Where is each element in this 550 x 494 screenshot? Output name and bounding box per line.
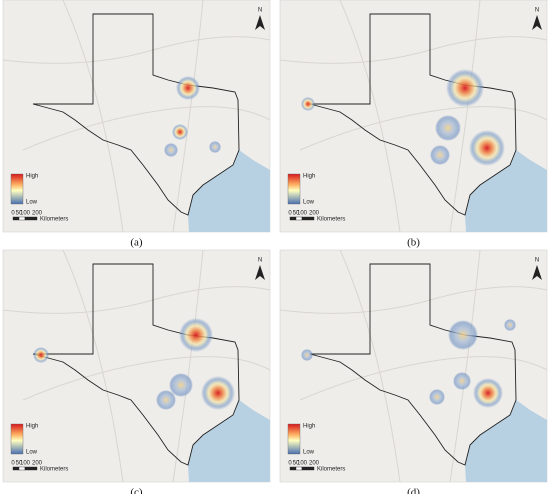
hotspot (453, 372, 471, 390)
hotspot (209, 141, 221, 153)
road (339, 0, 401, 233)
hotspot (176, 76, 200, 100)
scale-tick-label: 200 (309, 211, 320, 217)
hotspot (172, 124, 188, 140)
scale-segment (295, 466, 303, 471)
road (172, 0, 204, 233)
scale-tick-label: 0 (11, 461, 15, 467)
hotspot (504, 319, 516, 331)
scale-tick-label: 0 (11, 211, 15, 217)
scale-segment (289, 216, 297, 221)
scale-tick-label: 200 (309, 461, 320, 467)
scale-segment (289, 466, 297, 471)
hotspot (429, 389, 445, 405)
road (299, 106, 548, 151)
north-label: N (258, 8, 262, 14)
scale-tick-label: 0 (288, 461, 292, 467)
scale-segment (301, 466, 315, 471)
gulf-water (188, 150, 270, 232)
hotspot (201, 376, 235, 410)
road (299, 356, 548, 401)
hotspot (473, 378, 503, 408)
scale-tick-label: 100 (20, 461, 31, 467)
scale-segment (18, 466, 26, 471)
legend-bar (10, 423, 24, 455)
scale-tick-label: 0 (288, 211, 292, 217)
legend-bar (10, 173, 24, 205)
hotspot (156, 390, 176, 410)
panel-caption: (b) (407, 237, 420, 249)
gulf-water (188, 400, 270, 482)
scale-tick-label: 100 (297, 461, 308, 467)
panel-caption: (d) (407, 487, 420, 494)
gulf-water (465, 150, 547, 232)
hotspot (164, 143, 178, 157)
scale-segment (24, 466, 38, 471)
legend-bar (287, 173, 301, 205)
road (449, 0, 481, 233)
scale-unit: Kilometers (40, 467, 68, 473)
scale-tick-label: 200 (32, 211, 43, 217)
scale-tick-label: 100 (297, 211, 308, 217)
legend-low: Low (303, 200, 315, 206)
legend-low: Low (303, 450, 315, 456)
legend-bar (287, 423, 301, 455)
road (172, 249, 204, 483)
hotspot (446, 69, 484, 107)
panel-caption: (c) (130, 487, 143, 494)
hotspot (33, 347, 49, 363)
road (62, 0, 124, 233)
scale-segment (301, 216, 315, 221)
texas-outline (32, 13, 240, 216)
scale-segment (295, 216, 303, 221)
scale-segment (18, 216, 26, 221)
scale-unit: Kilometers (40, 217, 68, 223)
legend-high: High (26, 174, 38, 180)
north-arrow (255, 15, 265, 30)
hotspot (435, 115, 461, 141)
road (449, 249, 481, 483)
scale-segment (24, 216, 38, 221)
legend-low: Low (26, 200, 38, 206)
scale-tick-label: 50 (16, 211, 23, 217)
hotspot (469, 130, 505, 166)
scale-tick-label: 50 (293, 461, 300, 467)
legend-high: High (26, 424, 38, 430)
legend-high: High (303, 174, 315, 180)
hotspot (169, 373, 193, 397)
north-label: N (535, 8, 539, 14)
hotspot (301, 349, 313, 361)
scale-tick-label: 100 (20, 211, 31, 217)
scale-tick-label: 50 (293, 211, 300, 217)
scale-unit: Kilometers (317, 467, 345, 473)
scale-unit: Kilometers (317, 217, 345, 223)
north-label: N (258, 258, 262, 264)
legend-high: High (303, 424, 315, 430)
north-arrow (255, 265, 265, 280)
legend-low: Low (26, 450, 38, 456)
road (62, 249, 124, 483)
scale-tick-label: 200 (32, 461, 43, 467)
panel-caption: (a) (130, 237, 143, 249)
gulf-water (465, 400, 547, 482)
hotspot (430, 145, 450, 165)
hotspot (448, 320, 478, 350)
road (339, 249, 401, 483)
scale-tick-label: 50 (16, 461, 23, 467)
scale-segment (12, 466, 20, 471)
north-arrow (532, 265, 542, 280)
north-label: N (535, 258, 539, 264)
road (22, 106, 271, 151)
hotspot (179, 318, 213, 352)
hotspot (301, 97, 315, 111)
scale-segment (12, 216, 20, 221)
road (22, 356, 271, 401)
north-arrow (532, 15, 542, 30)
